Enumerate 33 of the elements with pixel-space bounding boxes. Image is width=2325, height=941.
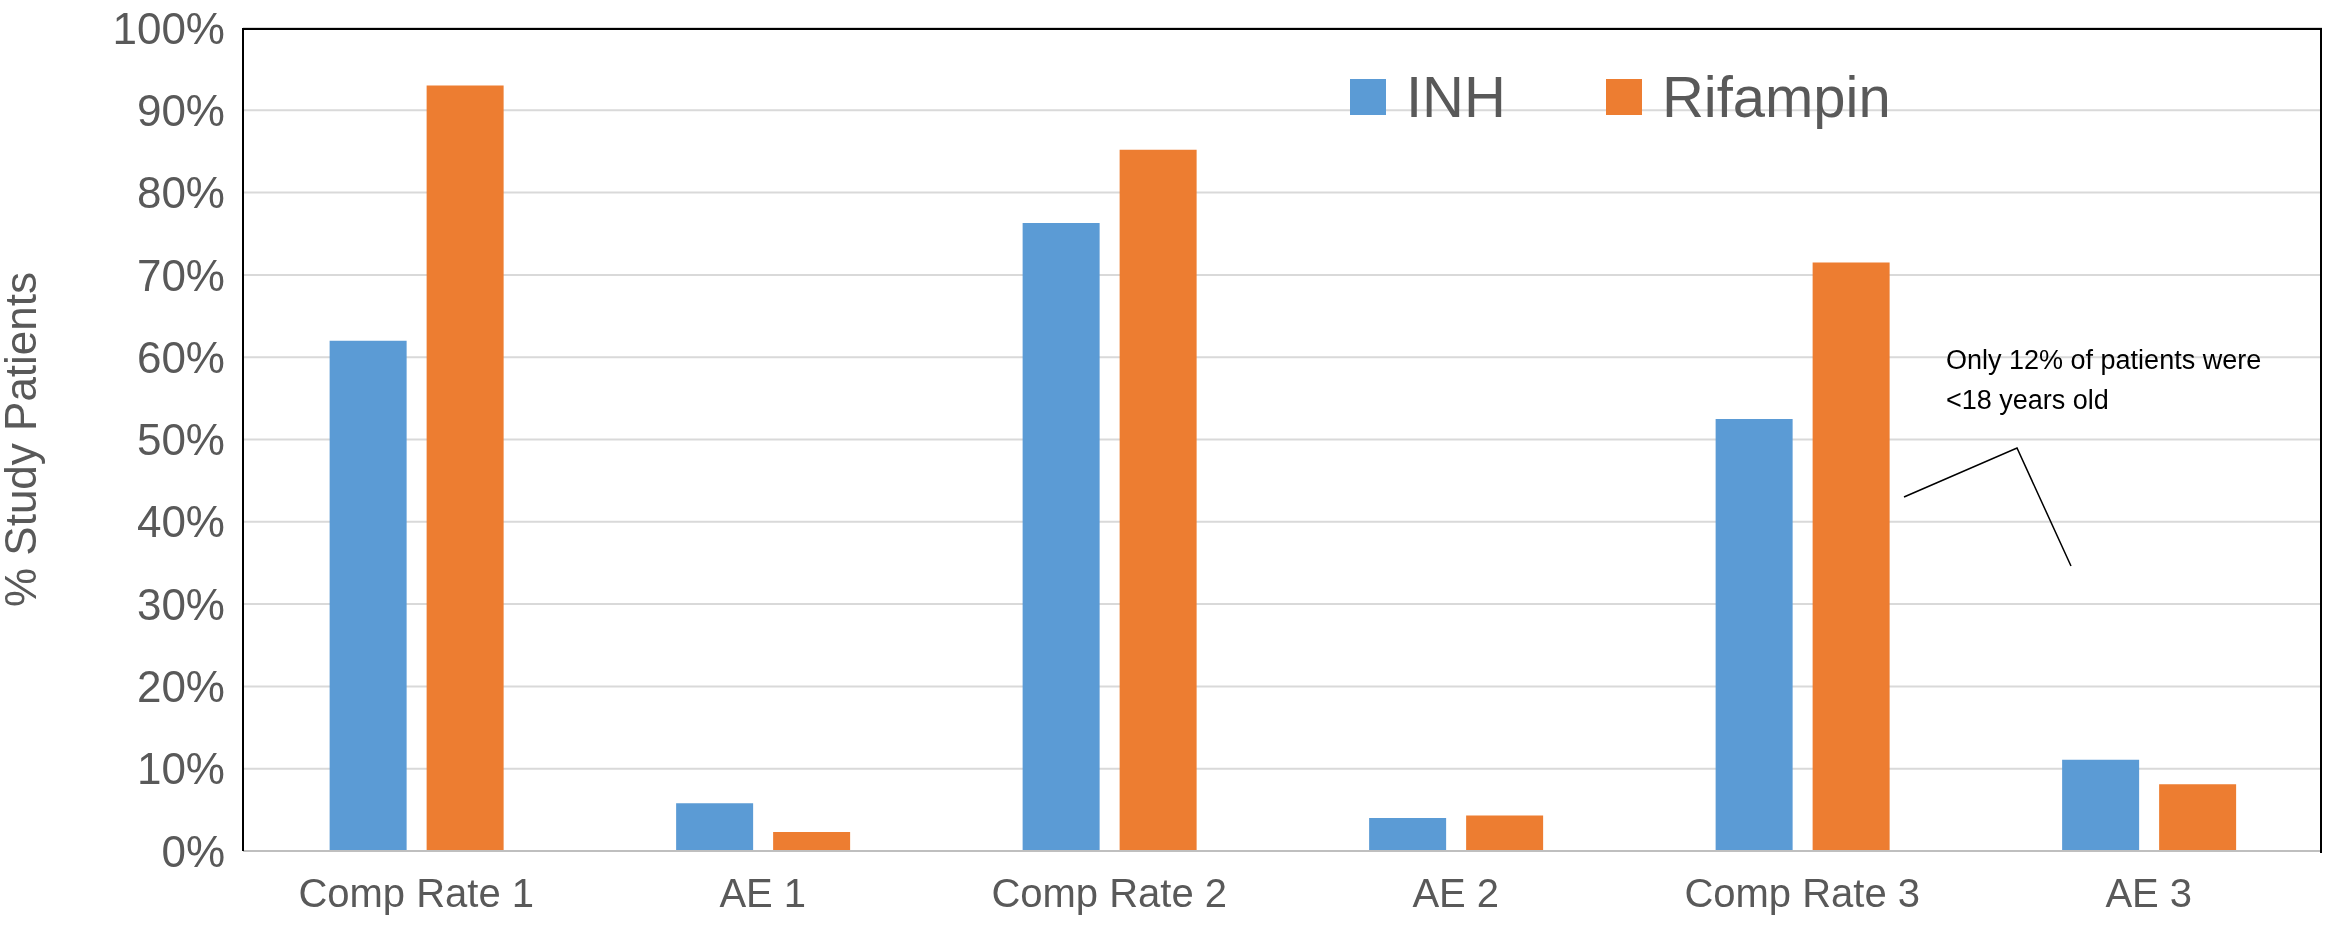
x-tick-label: Comp Rate 1 xyxy=(298,871,535,916)
bar xyxy=(329,340,407,851)
bar xyxy=(773,832,851,851)
y-tick-label: 100% xyxy=(112,3,225,53)
y-tick-label: 70% xyxy=(136,250,225,300)
y-tick-label: 90% xyxy=(136,85,225,135)
x-tick-label: AE 1 xyxy=(719,871,807,916)
bar xyxy=(676,803,754,851)
bar xyxy=(2062,759,2140,851)
bar xyxy=(1119,149,1197,851)
y-tick-label: 20% xyxy=(136,662,225,712)
y-tick-label: 60% xyxy=(136,332,225,382)
y-tick-label: 10% xyxy=(136,744,225,794)
legend-label: INH xyxy=(1406,63,1506,131)
y-tick-label: 50% xyxy=(136,415,225,465)
bar xyxy=(1369,818,1447,851)
legend-label: Rifampin xyxy=(1661,63,1891,131)
bar xyxy=(2159,784,2237,851)
y-axis-title: % Study Patients xyxy=(0,271,45,608)
y-tick-label: 80% xyxy=(136,168,225,218)
bar xyxy=(1022,223,1100,851)
x-tick-label: Comp Rate 2 xyxy=(991,871,1228,916)
bar xyxy=(1812,262,1890,851)
annotation: Only 12% of patients were <18 years old xyxy=(1946,344,2263,417)
x-tick-label: AE 3 xyxy=(2105,871,2193,916)
bar xyxy=(426,85,504,851)
x-tick-label: Comp Rate 3 xyxy=(1684,871,1921,916)
y-tick-label: 30% xyxy=(136,579,225,629)
bar xyxy=(1466,815,1544,851)
y-tick-label: 0% xyxy=(161,826,225,876)
bar xyxy=(1715,418,1793,851)
y-tick-label: 40% xyxy=(136,497,225,547)
x-tick-label: AE 2 xyxy=(1412,871,1500,916)
